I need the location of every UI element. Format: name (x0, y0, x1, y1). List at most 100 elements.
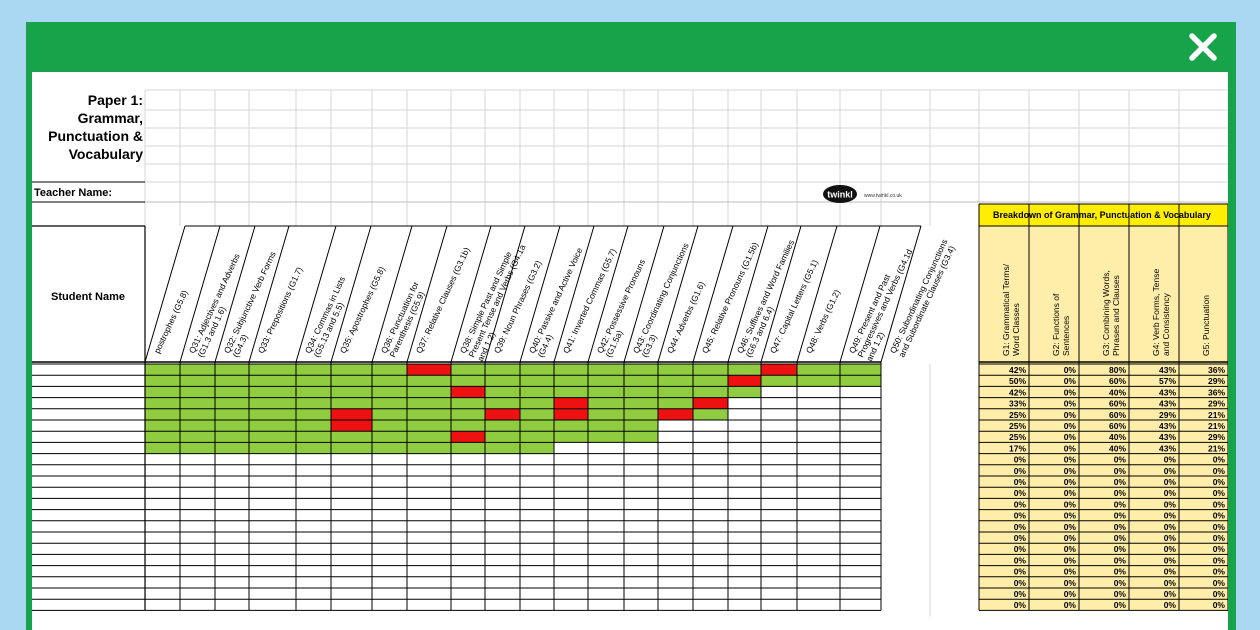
summary-value: 0% (1064, 578, 1077, 588)
summary-value: 0% (1114, 499, 1127, 509)
result-cell (554, 408, 588, 420)
twinkl-logo: twinkl www.twinkl.co.uk (823, 185, 902, 203)
summary-value: 43% (1159, 399, 1176, 409)
summary-value: 0% (1064, 432, 1077, 442)
result-cell (554, 375, 588, 387)
result-cell (296, 420, 331, 432)
summary-value: 0% (1213, 578, 1226, 588)
question-header: Q48: Verbs (G1.2) (804, 288, 842, 355)
summary-value: 0% (1014, 466, 1027, 476)
result-cell (554, 386, 588, 398)
result-cell (693, 375, 728, 387)
summary-value: 0% (1014, 589, 1027, 599)
result-cell (485, 420, 520, 432)
summary-value: 29% (1159, 410, 1176, 420)
result-cell (145, 408, 180, 420)
result-cell (485, 364, 520, 376)
result-cell (249, 375, 296, 387)
result-cell (693, 397, 728, 409)
result-cell (180, 442, 215, 454)
result-cell (624, 364, 658, 376)
question-header-line: Q50: Subordinating Conjunctions (888, 238, 950, 355)
logo-name: twinkl (827, 190, 853, 200)
summary-value: 0% (1014, 578, 1027, 588)
logo-url: www.twinkl.co.uk (864, 193, 902, 199)
result-cell (658, 397, 693, 409)
summary-value: 0% (1064, 421, 1077, 431)
result-cell (520, 442, 554, 454)
result-cell (451, 375, 485, 387)
summary-value: 0% (1213, 544, 1226, 554)
summary-column-header-line: G5: Punctuation (1201, 295, 1211, 356)
summary-value: 0% (1014, 600, 1027, 610)
result-cell (296, 364, 331, 376)
result-cell (588, 431, 624, 443)
summary-header: Breakdown of Grammar, Punctuation & Voca… (993, 210, 1211, 220)
summary-value: 29% (1208, 432, 1225, 442)
summary-value: 0% (1064, 511, 1077, 521)
summary-value: 0% (1064, 544, 1077, 554)
summary-value: 36% (1208, 365, 1225, 375)
summary-value: 17% (1009, 443, 1026, 453)
summary-value: 42% (1009, 387, 1026, 397)
summary-value: 25% (1009, 421, 1026, 431)
result-cell (451, 431, 485, 443)
close-icon[interactable] (1186, 30, 1220, 64)
result-cell (215, 386, 249, 398)
result-cell (624, 408, 658, 420)
summary-value: 0% (1064, 387, 1077, 397)
summary-column-header-line: Sentences (1061, 316, 1071, 356)
summary-value: 0% (1114, 555, 1127, 565)
summary-value: 60% (1109, 376, 1126, 386)
result-cell (485, 431, 520, 443)
summary-value: 0% (1213, 555, 1226, 565)
result-cell (407, 420, 451, 432)
spreadsheet: Paper 1: Grammar, Punctuation & Vocabula… (32, 72, 1228, 630)
result-cell (331, 431, 372, 443)
result-cell (797, 375, 840, 387)
result-cell (407, 386, 451, 398)
summary-value: 40% (1109, 443, 1126, 453)
summary-value: 21% (1208, 443, 1225, 453)
summary-value: 43% (1159, 387, 1176, 397)
question-header-line: postrophes (G5.8) (152, 288, 190, 354)
summary-value: 0% (1064, 499, 1077, 509)
result-cell (728, 375, 761, 387)
summary-fill (979, 226, 1228, 611)
summary-value: 0% (1213, 533, 1226, 543)
result-cell (658, 408, 693, 420)
result-cell (624, 431, 658, 443)
result-cell (588, 375, 624, 387)
student-name-header: Student Name (51, 291, 125, 303)
result-cell (554, 364, 588, 376)
summary-value: 0% (1164, 567, 1177, 577)
result-cell (451, 408, 485, 420)
result-cell (761, 375, 797, 387)
result-cell (451, 364, 485, 376)
summary-column-header: G1: Grammatical Terms/Word Classes (1001, 263, 1021, 356)
summary-value: 0% (1164, 578, 1177, 588)
summary-value: 0% (1213, 499, 1226, 509)
summary-value: 0% (1064, 589, 1077, 599)
summary-value: 0% (1114, 589, 1127, 599)
result-cell (407, 431, 451, 443)
summary-value: 0% (1064, 477, 1077, 487)
summary-value: 36% (1208, 387, 1225, 397)
summary-value: 43% (1159, 443, 1176, 453)
summary-value: 21% (1208, 421, 1225, 431)
summary-value: 0% (1064, 600, 1077, 610)
result-cell (485, 408, 520, 420)
summary-value: 0% (1164, 522, 1177, 532)
result-cell (249, 364, 296, 376)
summary-value: 0% (1213, 455, 1226, 465)
summary-value: 80% (1109, 365, 1126, 375)
result-cell (588, 420, 624, 432)
result-cell (331, 442, 372, 454)
result-cell (145, 386, 180, 398)
result-cell (407, 375, 451, 387)
result-cell (145, 364, 180, 376)
summary-value: 0% (1064, 365, 1077, 375)
summary-column-header-line: G1: Grammatical Terms/ (1001, 263, 1011, 356)
summary-value: 0% (1114, 567, 1127, 577)
result-cell (554, 431, 588, 443)
